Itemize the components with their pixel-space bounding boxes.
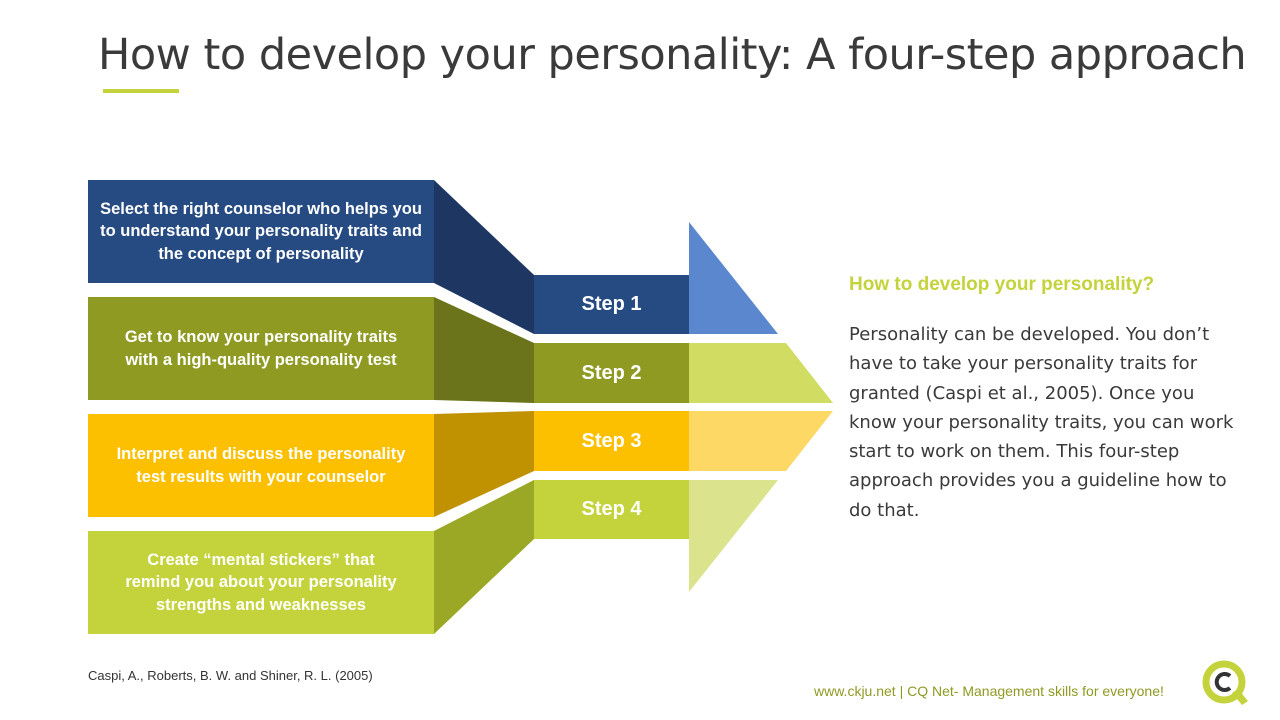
step-2-arrowhead bbox=[689, 343, 833, 403]
step-4-arrowhead bbox=[689, 480, 778, 592]
step-4-description: Create “mental stickers” that remind you… bbox=[125, 550, 397, 614]
step-1-label: Step 1 bbox=[581, 293, 642, 315]
step-1-arrowhead bbox=[689, 222, 778, 334]
step-2-label: Step 2 bbox=[581, 362, 642, 384]
side-body: Personality can be developed. You don’t … bbox=[849, 324, 1234, 521]
step-3-box bbox=[534, 411, 689, 471]
step-1-description: Select the right counselor who helps you… bbox=[100, 199, 422, 263]
step-2-box bbox=[534, 343, 689, 403]
step-4-description-box bbox=[88, 531, 434, 634]
side-heading: How to develop your personality? bbox=[849, 274, 1155, 295]
step-4-connector bbox=[434, 480, 534, 634]
step-2-connector bbox=[434, 297, 534, 403]
step-3-connector bbox=[434, 411, 534, 517]
step-2-description: Get to know your personality traits with… bbox=[124, 328, 398, 369]
title-underline bbox=[103, 89, 179, 93]
step-1-box bbox=[534, 275, 689, 334]
footer-text: www.ckju.net | CQ Net- Management skills… bbox=[814, 683, 1164, 699]
step-2-description-box bbox=[88, 297, 434, 400]
step-3-arrowhead bbox=[689, 411, 833, 471]
step-1-connector bbox=[434, 180, 534, 334]
step-3-label: Step 3 bbox=[581, 430, 642, 452]
step-4-box bbox=[534, 480, 689, 539]
step-3-description: Interpret and discuss the personality te… bbox=[116, 445, 406, 486]
step-1-description-box bbox=[88, 180, 434, 283]
cq-logo-icon bbox=[1202, 660, 1248, 705]
step-3-description-box bbox=[88, 414, 434, 517]
step-4-label: Step 4 bbox=[581, 498, 642, 520]
page-title: How to develop your personality: A four-… bbox=[98, 30, 1247, 80]
citation: Caspi, A., Roberts, B. W. and Shiner, R.… bbox=[88, 668, 373, 683]
